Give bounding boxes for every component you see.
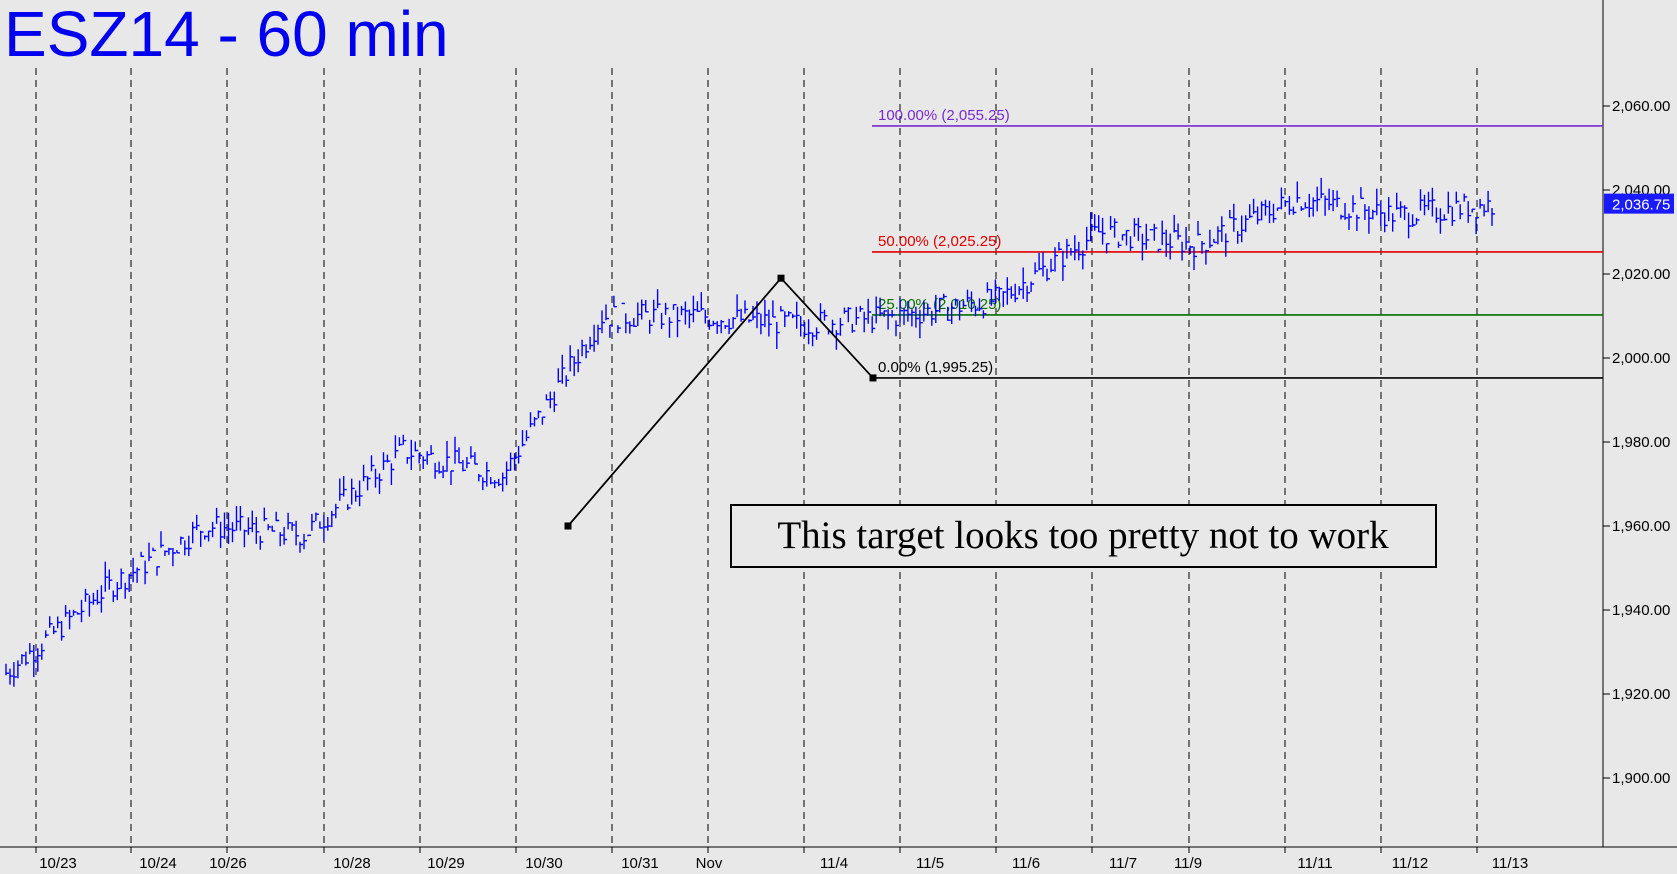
annotation-box: This target looks too pretty not to work	[730, 504, 1437, 568]
last-price-label: 2,036.75	[1612, 197, 1670, 214]
abc-pivot-point	[869, 374, 877, 382]
price-ticks: 1,900.00 1,920.00 1,940.00 1,960.00 1,980.00…	[1603, 98, 1674, 787]
price-tick-label: 1,920.00	[1612, 686, 1670, 703]
date-tick-label: 10/28	[333, 855, 371, 872]
price-tick-label: 1,980.00	[1612, 434, 1670, 451]
date-tick-label: 11/11	[1297, 855, 1332, 872]
price-tick-label: 1,900.00	[1612, 770, 1670, 787]
fib-level-label: 0.00% (1,995.25)	[878, 359, 993, 376]
date-tick-label: 11/12	[1392, 855, 1428, 872]
date-tick-label: 10/23	[39, 855, 77, 872]
abc-pattern	[564, 274, 877, 530]
fib-level-label: 50.00% (2,025.25)	[878, 233, 1001, 250]
abc-pivot-point	[777, 274, 785, 282]
price-series	[5, 177, 1495, 687]
plot-area	[0, 0, 1603, 847]
price-tick-label: 2,060.00	[1612, 98, 1670, 115]
chart-title: ESZ14 - 60 min	[4, 0, 449, 70]
last-price-tag	[1604, 193, 1674, 214]
price-axis-area	[1603, 0, 1677, 874]
annotation-text: This target looks too pretty not to work	[777, 514, 1389, 557]
price-tick-label: 2,020.00	[1612, 266, 1670, 283]
date-tick-label: 10/29	[427, 855, 465, 872]
session-grid	[35, 68, 1478, 847]
date-tick-label: 10/30	[525, 855, 563, 872]
date-tick-label: 10/31	[621, 855, 659, 872]
date-tick-label: 11/9	[1174, 855, 1202, 872]
fib-level-label: 100.00% (2,055.25)	[878, 107, 1010, 124]
date-tick-label: Nov	[696, 855, 723, 872]
fib-levels: 100.00% (2,055.25)50.00% (2,025.25)25.00…	[872, 107, 1603, 379]
price-tick-label: 1,940.00	[1612, 602, 1670, 619]
date-tick-label: 10/24	[139, 855, 177, 872]
date-tick-label: 11/5	[916, 855, 944, 872]
date-tick-label: 11/13	[1492, 855, 1528, 872]
date-tick-label: 11/6	[1012, 855, 1040, 872]
price-tick-label: 2,000.00	[1612, 350, 1670, 367]
date-tick-label: 11/4	[820, 855, 848, 872]
price-tick-label: 1,960.00	[1612, 518, 1670, 535]
date-tick-label: 11/7	[1109, 855, 1137, 872]
date-ticks: 10/23 10/24 10/26 10/28 10/29 10/30 10/31 Nov 11…	[35, 847, 1528, 872]
abc-pivot-point	[564, 522, 572, 530]
date-tick-label: 10/26	[209, 855, 247, 872]
price-bars	[5, 177, 1495, 687]
